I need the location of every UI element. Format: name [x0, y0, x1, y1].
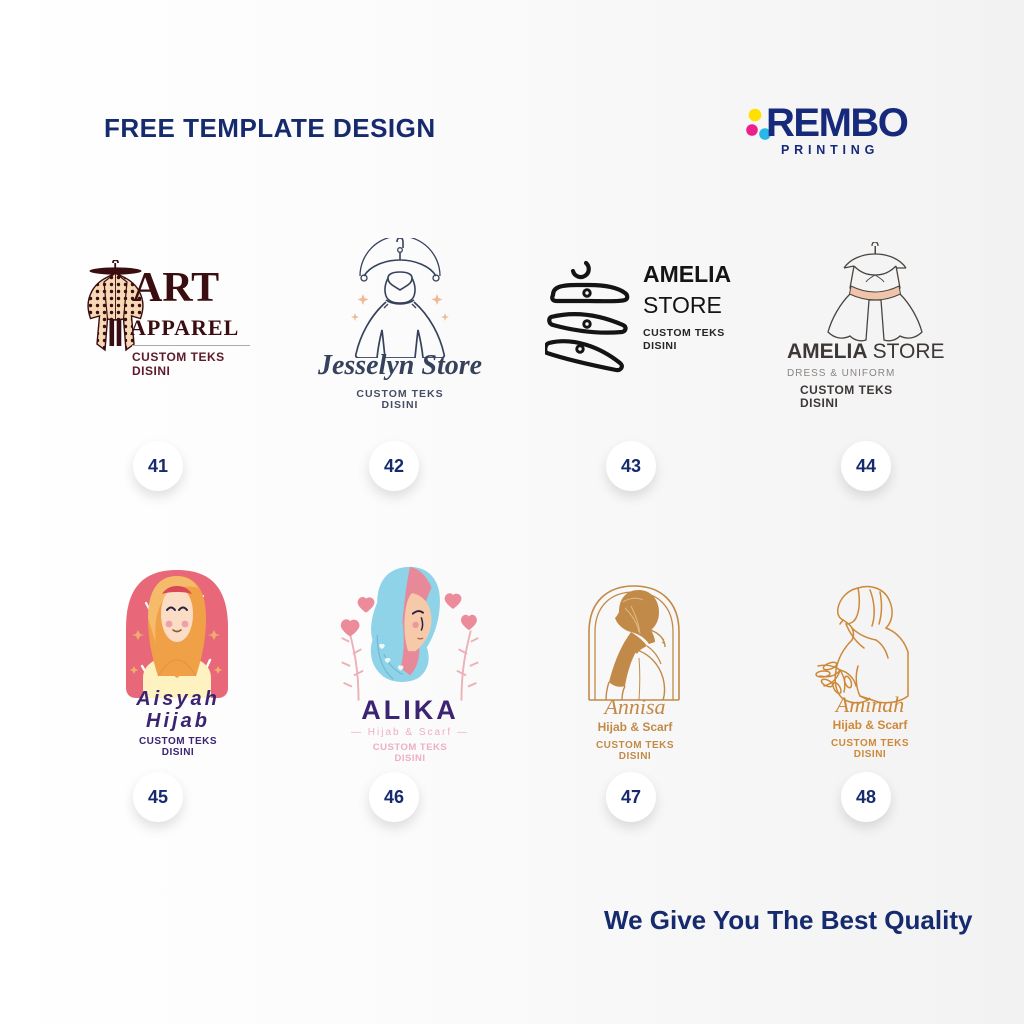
svg-text:PRINTING: PRINTING	[781, 143, 879, 157]
svg-text:REMBO: REMBO	[766, 101, 908, 145]
